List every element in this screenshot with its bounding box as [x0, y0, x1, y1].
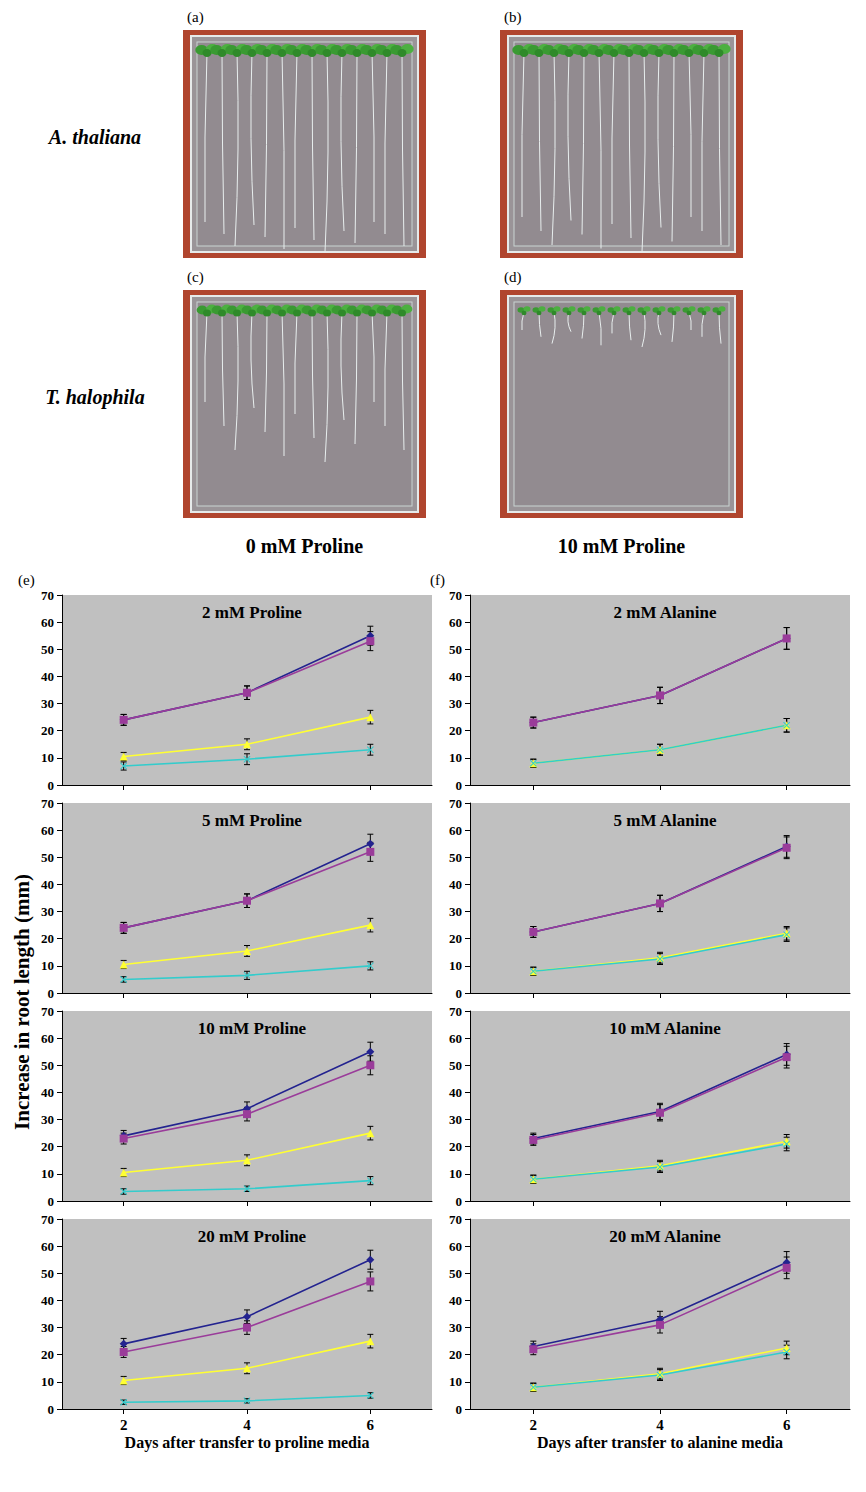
svg-text:0: 0: [48, 778, 55, 793]
svg-text:60: 60: [41, 1031, 54, 1046]
svg-text:40: 40: [449, 877, 462, 892]
svg-text:50: 50: [41, 1266, 54, 1281]
svg-text:0: 0: [48, 1194, 55, 1209]
svg-text:70: 70: [449, 796, 462, 811]
svg-text:10: 10: [449, 1374, 462, 1389]
svg-text:40: 40: [449, 1293, 462, 1308]
svg-text:40: 40: [449, 1085, 462, 1100]
svg-text:60: 60: [449, 615, 462, 630]
svg-text:Days after transfer to alanine: Days after transfer to alanine media: [537, 1434, 783, 1452]
svg-text:4: 4: [656, 1417, 664, 1433]
svg-text:2 mM Alanine: 2 mM Alanine: [614, 603, 717, 622]
svg-text:A. thaliana: A. thaliana: [47, 126, 141, 148]
svg-text:10: 10: [41, 1374, 54, 1389]
svg-text:0: 0: [48, 986, 55, 1001]
svg-text:60: 60: [449, 1031, 462, 1046]
svg-text:10: 10: [41, 958, 54, 973]
svg-text:(b): (b): [504, 9, 522, 26]
svg-text:6: 6: [367, 1417, 375, 1433]
svg-text:(c): (c): [187, 269, 204, 286]
svg-text:30: 30: [41, 1320, 54, 1335]
svg-text:2: 2: [120, 1417, 128, 1433]
svg-text:20: 20: [449, 931, 462, 946]
svg-text:40: 40: [41, 669, 54, 684]
svg-text:50: 50: [449, 642, 462, 657]
svg-text:20 mM Proline: 20 mM Proline: [198, 1227, 307, 1246]
svg-text:Days after transfer to proline: Days after transfer to proline media: [125, 1434, 370, 1452]
svg-text:0: 0: [456, 778, 463, 793]
svg-text:0: 0: [456, 1402, 463, 1417]
svg-text:70: 70: [449, 588, 462, 603]
svg-text:30: 30: [449, 696, 462, 711]
svg-text:10 mM Alanine: 10 mM Alanine: [609, 1019, 721, 1038]
svg-text:50: 50: [41, 642, 54, 657]
svg-text:0: 0: [48, 1402, 55, 1417]
svg-text:40: 40: [41, 1085, 54, 1100]
svg-text:60: 60: [41, 615, 54, 630]
svg-text:(f): (f): [430, 572, 445, 589]
svg-text:40: 40: [41, 877, 54, 892]
svg-text:4: 4: [243, 1417, 251, 1433]
svg-text:20: 20: [41, 1347, 54, 1362]
svg-text:2 mM Proline: 2 mM Proline: [202, 603, 302, 622]
svg-text:30: 30: [41, 1112, 54, 1127]
svg-text:50: 50: [449, 1266, 462, 1281]
svg-text:30: 30: [41, 696, 54, 711]
svg-text:20: 20: [449, 723, 462, 738]
svg-text:Increase in root length (mm): Increase in root length (mm): [10, 874, 34, 1130]
svg-text:0: 0: [456, 1194, 463, 1209]
svg-text:50: 50: [449, 1058, 462, 1073]
svg-text:70: 70: [41, 1004, 54, 1019]
svg-text:0 mM Proline: 0 mM Proline: [246, 535, 364, 557]
svg-text:30: 30: [449, 904, 462, 919]
svg-text:30: 30: [449, 1320, 462, 1335]
svg-text:60: 60: [41, 1239, 54, 1254]
svg-text:70: 70: [449, 1212, 462, 1227]
svg-text:50: 50: [449, 850, 462, 865]
svg-text:40: 40: [41, 1293, 54, 1308]
svg-text:10: 10: [41, 1166, 54, 1181]
svg-text:20: 20: [41, 1139, 54, 1154]
svg-text:30: 30: [41, 904, 54, 919]
svg-text:5 mM Alanine: 5 mM Alanine: [614, 811, 717, 830]
svg-text:T. halophila: T. halophila: [45, 386, 144, 409]
svg-text:20: 20: [449, 1347, 462, 1362]
svg-text:60: 60: [41, 823, 54, 838]
svg-text:10 mM Proline: 10 mM Proline: [558, 535, 686, 557]
svg-text:50: 50: [41, 850, 54, 865]
svg-text:(e): (e): [18, 572, 35, 589]
svg-text:10: 10: [449, 958, 462, 973]
svg-text:6: 6: [783, 1417, 791, 1433]
svg-text:70: 70: [449, 1004, 462, 1019]
svg-text:(d): (d): [504, 269, 522, 286]
svg-text:20 mM Alanine: 20 mM Alanine: [609, 1227, 721, 1246]
svg-text:10: 10: [449, 750, 462, 765]
svg-text:2: 2: [530, 1417, 538, 1433]
svg-text:5 mM Proline: 5 mM Proline: [202, 811, 302, 830]
svg-text:(a): (a): [187, 9, 204, 26]
svg-text:10: 10: [449, 1166, 462, 1181]
svg-text:50: 50: [41, 1058, 54, 1073]
svg-text:70: 70: [41, 796, 54, 811]
svg-text:60: 60: [449, 823, 462, 838]
svg-text:70: 70: [41, 1212, 54, 1227]
svg-text:20: 20: [41, 723, 54, 738]
svg-text:30: 30: [449, 1112, 462, 1127]
svg-text:40: 40: [449, 669, 462, 684]
svg-text:60: 60: [449, 1239, 462, 1254]
svg-text:20: 20: [41, 931, 54, 946]
svg-text:0: 0: [456, 986, 463, 1001]
svg-text:20: 20: [449, 1139, 462, 1154]
svg-text:70: 70: [41, 588, 54, 603]
svg-text:10 mM Proline: 10 mM Proline: [198, 1019, 307, 1038]
svg-text:10: 10: [41, 750, 54, 765]
